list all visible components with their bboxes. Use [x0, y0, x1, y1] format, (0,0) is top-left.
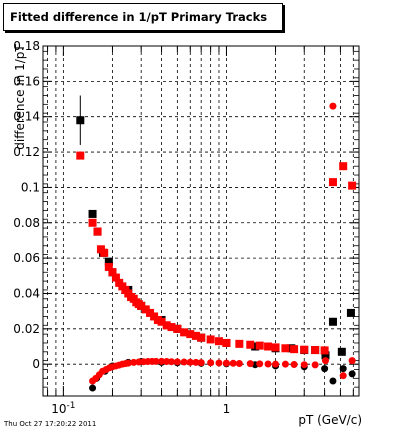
data-point	[197, 333, 206, 342]
grid-layer	[43, 45, 359, 396]
data-point	[76, 151, 85, 160]
data-point	[157, 317, 166, 326]
chart-title: Fitted difference in 1/pT Primary Tracks	[3, 3, 283, 31]
data-point	[206, 335, 215, 344]
data-point	[329, 377, 337, 385]
data-point	[271, 343, 280, 352]
data-point	[337, 347, 346, 356]
data-point	[180, 358, 188, 366]
y-axis-title: difference in 1/pT	[13, 44, 27, 150]
data-point	[235, 339, 244, 348]
data-point	[222, 359, 230, 367]
data-point	[104, 257, 113, 266]
data-point	[215, 359, 223, 367]
x-tick-label-exponent: -1	[67, 401, 76, 411]
data-point	[111, 273, 120, 282]
data-point	[192, 358, 200, 366]
data-point	[321, 351, 330, 360]
data-point	[173, 358, 181, 366]
data-point	[141, 305, 150, 314]
data-point	[255, 341, 264, 350]
data-point	[76, 116, 85, 125]
data-point	[152, 357, 160, 365]
data-point	[229, 359, 237, 367]
data-point	[348, 357, 356, 365]
data-point	[346, 308, 355, 317]
data-point	[339, 162, 348, 171]
data-point	[88, 209, 97, 218]
y-tick-label: 0.02	[13, 322, 40, 336]
x-axis-title: pT (GeV/c)	[298, 413, 362, 427]
data-point	[290, 345, 299, 354]
data-point	[191, 331, 200, 340]
data-point	[158, 357, 166, 365]
data-point	[339, 372, 347, 380]
data-point	[320, 346, 329, 355]
timestamp: Thu Oct 27 17:20:22 2011	[4, 420, 97, 428]
axis-layer: 0 0.02 0.04 0.06 0.08 0.1 0.12 0.14 0.16 0.18 10-1…	[13, 39, 359, 416]
x-tick-label: 10-1	[51, 401, 75, 416]
data-point	[300, 361, 308, 369]
data-point	[146, 308, 155, 317]
data-point	[311, 346, 320, 355]
data-point	[246, 360, 254, 368]
data-point	[264, 360, 272, 368]
data-point	[246, 340, 255, 349]
data-point	[100, 248, 109, 257]
data-point	[251, 342, 260, 351]
y-tick-label: 0.18	[13, 39, 40, 53]
data-point	[290, 361, 298, 369]
data-point	[281, 360, 289, 368]
data-point	[167, 358, 175, 366]
y-tick-label: 0.1	[21, 180, 40, 194]
data-point	[93, 227, 102, 236]
y-tick-label: 0	[32, 357, 40, 371]
data-point	[264, 342, 273, 351]
data-point	[311, 361, 319, 369]
y-tick-label: 0.08	[13, 216, 40, 230]
y-tick-label: 0.14	[13, 110, 40, 124]
y-tick-label: 0.06	[13, 251, 40, 265]
x-tick-label: 1	[223, 402, 231, 416]
data-point	[124, 359, 132, 367]
x-tick-label-base: 10	[51, 402, 66, 416]
data-point	[222, 338, 231, 347]
data-point	[321, 365, 329, 373]
data-point	[130, 358, 138, 366]
y-tick-label: 0.04	[13, 286, 40, 300]
data-point	[235, 359, 243, 367]
data-point	[207, 359, 215, 367]
data-point	[214, 337, 223, 346]
data-point	[329, 102, 337, 110]
data-point	[104, 262, 113, 271]
data-point	[89, 384, 97, 392]
data-point	[272, 360, 280, 368]
data-point	[162, 321, 171, 330]
data-point	[321, 357, 329, 365]
data-point	[180, 328, 189, 337]
data-point	[348, 181, 357, 190]
data-point	[300, 345, 309, 354]
data-point	[108, 268, 117, 277]
y-tick-label: 0.16	[13, 74, 40, 88]
data-point	[339, 365, 347, 373]
series-layer	[76, 95, 357, 392]
data-point	[167, 323, 176, 332]
data-point	[186, 358, 194, 366]
data-point	[328, 317, 337, 326]
data-point	[281, 344, 290, 353]
data-point	[186, 330, 195, 339]
data-point	[137, 301, 146, 310]
data-point	[328, 178, 337, 187]
data-point	[88, 218, 97, 227]
data-point	[197, 359, 205, 367]
y-tick-label: 0.12	[13, 145, 40, 159]
data-point	[256, 360, 264, 368]
data-point	[348, 370, 356, 378]
data-point	[173, 324, 182, 333]
